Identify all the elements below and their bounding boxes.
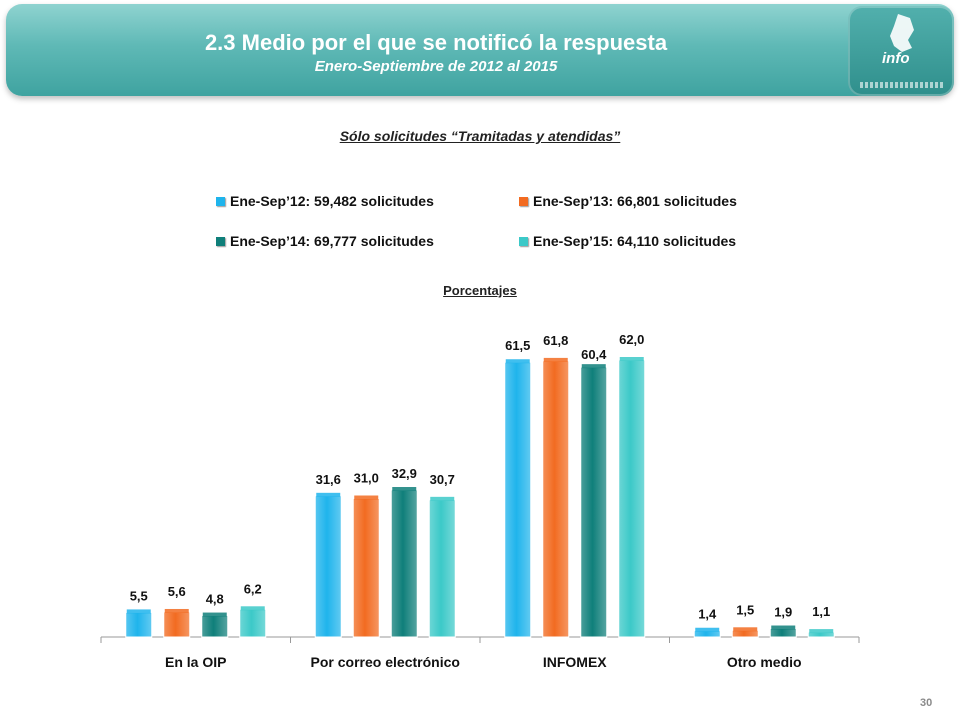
legend-swatch-2014 — [216, 236, 225, 246]
bar-cap-0-2 — [202, 612, 227, 617]
data-label-2-2: 60,4 — [581, 347, 607, 362]
bar-3-1 — [731, 629, 759, 638]
data-label-1-2: 32,9 — [392, 466, 417, 481]
legend-item-2013: Ene-Sep’13: 66,801 solicitudes — [519, 193, 737, 209]
legend-label-2013: Ene-Sep’13: 66,801 solicitudes — [533, 193, 737, 209]
data-label-2-3: 62,0 — [619, 332, 644, 347]
bar-cap-1-3 — [430, 496, 455, 501]
bar-0-1 — [163, 611, 191, 638]
bar-cap-1-0 — [316, 492, 341, 497]
bar-cap-2-1 — [543, 357, 568, 362]
legend-swatch-2015 — [519, 236, 528, 246]
data-label-0-0: 5,5 — [130, 588, 148, 603]
bar-cap-0-1 — [164, 608, 189, 613]
city-map-icon — [890, 14, 914, 52]
data-label-3-1: 1,5 — [736, 602, 754, 617]
bar-cap-1-1 — [354, 495, 379, 500]
bar-cap-0-3 — [240, 606, 265, 611]
bar-3-2 — [769, 628, 797, 638]
data-label-0-3: 6,2 — [244, 581, 262, 596]
data-label-3-2: 1,9 — [774, 605, 792, 620]
legend-label-2014: Ene-Sep’14: 69,777 solicitudes — [230, 233, 434, 249]
bar-cap-3-1 — [733, 627, 758, 632]
bar-2-1 — [542, 360, 570, 638]
data-label-1-0: 31,6 — [316, 472, 341, 487]
bar-0-3 — [239, 608, 267, 638]
data-label-0-2: 4,8 — [206, 592, 224, 607]
data-label-0-1: 5,6 — [168, 584, 186, 599]
page-title: 2.3 Medio por el que se notificó la resp… — [204, 30, 668, 55]
page-number: 30 — [920, 697, 933, 709]
legend-label-2015: Ene-Sep’15: 64,110 solicitudes — [533, 233, 737, 249]
legend-item-2015: Ene-Sep’15: 64,110 solicitudes — [519, 233, 736, 249]
units-label: Porcentajes — [443, 283, 517, 298]
bar-1-0 — [314, 495, 342, 638]
legend-label-2012: Ene-Sep’12: 59,482 solicitudes — [230, 193, 434, 209]
logo-fine-print — [860, 82, 944, 88]
data-label-3-3: 1,1 — [812, 604, 830, 619]
x-tick-label-0: En la OIP — [165, 654, 226, 670]
logo-wordmark: info — [882, 50, 910, 67]
bar-2-2 — [580, 366, 608, 638]
bar-2-3 — [618, 359, 646, 638]
bar-1-1 — [352, 498, 380, 638]
x-tick-label-2: INFOMEX — [543, 654, 607, 670]
data-label-1-3: 30,7 — [430, 472, 455, 487]
bar-1-2 — [390, 489, 418, 638]
legend-item-2014: Ene-Sep’14: 69,777 solicitudes — [216, 233, 434, 249]
bar-2-0 — [504, 361, 532, 638]
bar-0-2 — [201, 615, 229, 638]
bar-0-0 — [125, 611, 153, 638]
bar-cap-3-3 — [809, 629, 834, 634]
bar-cap-2-3 — [619, 357, 644, 361]
bar-cap-2-2 — [581, 364, 606, 369]
data-label-3-0: 1,4 — [698, 607, 717, 622]
chart-subtitle: Sólo solicitudes “Tramitadas y atendidas… — [339, 128, 621, 144]
data-label-2-0: 61,5 — [505, 338, 530, 353]
bar-cap-3-2 — [771, 625, 796, 630]
x-tick-label-1: Por correo electrónico — [311, 654, 460, 670]
bar-cap-2-0 — [505, 359, 530, 364]
legend-item-2012: Ene-Sep’12: 59,482 solicitudes — [216, 193, 434, 209]
bar-1-3 — [428, 499, 456, 638]
x-tick-label-3: Otro medio — [727, 654, 802, 670]
bar-cap-1-2 — [392, 487, 417, 492]
legend-swatch-2012 — [216, 196, 225, 206]
data-label-1-1: 31,0 — [354, 471, 379, 486]
info-logo: info — [848, 6, 954, 96]
bar-cap-0-0 — [126, 609, 151, 614]
legend-swatch-2013 — [519, 196, 528, 206]
title-banner: 2.3 Medio por el que se notificó la resp… — [6, 4, 954, 96]
data-label-2-1: 61,8 — [543, 333, 568, 348]
page-subtitle: Enero-Septiembre de 2012 al 2015 — [314, 58, 558, 75]
bar-cap-3-0 — [695, 627, 720, 632]
